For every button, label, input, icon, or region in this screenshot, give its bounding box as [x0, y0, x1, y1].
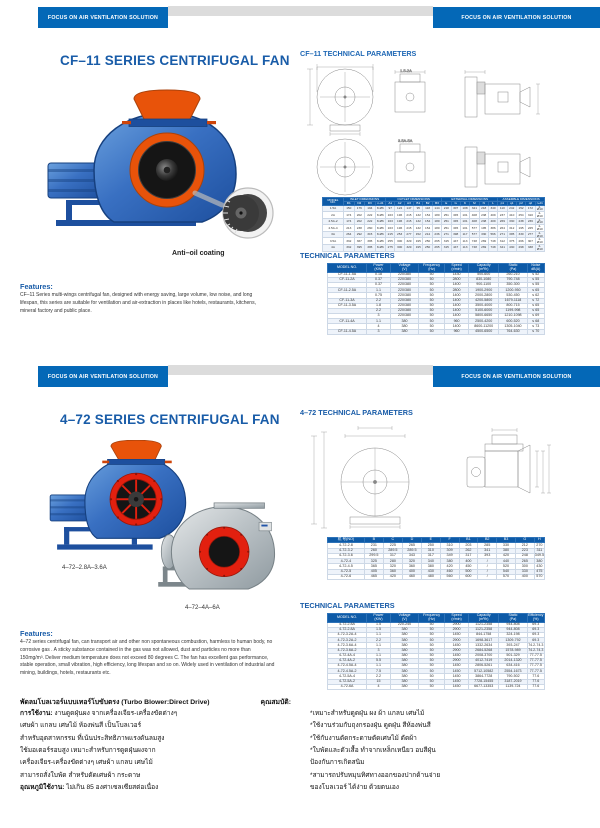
- svg-text:1.5-2A: 1.5-2A: [400, 68, 412, 73]
- svg-text:3.5A-5A: 3.5A-5A: [398, 138, 413, 143]
